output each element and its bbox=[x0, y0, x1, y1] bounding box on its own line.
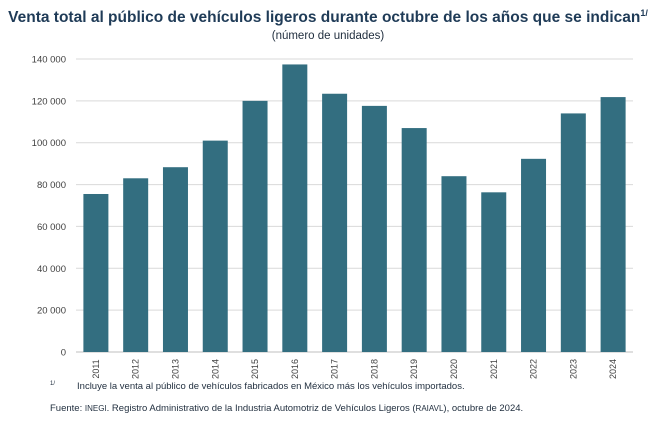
bar bbox=[282, 64, 308, 352]
x-tick-label: 2018 bbox=[369, 359, 379, 379]
bar bbox=[521, 158, 547, 352]
bar bbox=[481, 192, 507, 352]
y-tick-label: 60 000 bbox=[37, 222, 66, 233]
x-tick-label: 2024 bbox=[608, 359, 618, 379]
x-tick-label: 2023 bbox=[568, 359, 578, 379]
bars bbox=[83, 64, 626, 353]
source-text: . Registro Administrativo de la Industri… bbox=[106, 403, 416, 414]
x-tick-label: 2016 bbox=[290, 359, 300, 379]
x-tick-label: 2011 bbox=[91, 359, 101, 378]
source-suffix: ), octubre de 2024. bbox=[443, 403, 524, 414]
x-tick-label: 2021 bbox=[489, 359, 499, 379]
footnote-marker: 1/ bbox=[50, 381, 56, 387]
chart-title: Venta total al público de vehículos lige… bbox=[0, 8, 656, 27]
x-tick-label: 2015 bbox=[250, 359, 260, 379]
x-tick-label: 2022 bbox=[529, 359, 539, 379]
y-tick-label: 20 000 bbox=[37, 306, 66, 317]
bar bbox=[202, 140, 228, 352]
footnote-text: Incluye la venta al público de vehículos… bbox=[77, 381, 465, 392]
y-tick-label: 0 bbox=[61, 348, 66, 359]
x-tick-label: 2020 bbox=[449, 359, 459, 379]
bar bbox=[83, 193, 109, 352]
chart-subtitle: (número de unidades) bbox=[271, 30, 385, 42]
y-tick-label: 140 000 bbox=[32, 55, 66, 66]
source-acronym: RAIAVL bbox=[415, 404, 444, 413]
bar bbox=[441, 176, 467, 352]
chart-title-text: Venta total al público de vehículos lige… bbox=[8, 9, 641, 27]
bar bbox=[123, 178, 149, 352]
x-tick-label: 2017 bbox=[330, 359, 340, 379]
title-note-marker: 1/ bbox=[640, 8, 648, 18]
y-tick-label: 40 000 bbox=[37, 264, 66, 275]
bar bbox=[401, 128, 427, 352]
y-tick-label: 80 000 bbox=[37, 180, 66, 191]
x-tick-label: 2012 bbox=[131, 359, 141, 379]
grid-lines bbox=[76, 58, 633, 353]
source-org: INEGI bbox=[84, 404, 107, 413]
x-axis-labels: 2011 2012 2013 2014 2015 2016 2017 2018 2019 2020… bbox=[91, 359, 618, 379]
bar-chart: 0 20 000 40 000 60 000 80 000 100 000 120 000 1… bbox=[32, 55, 633, 379]
footnote: 1/Incluye la venta al público de vehícul… bbox=[50, 381, 465, 392]
x-tick-label: 2019 bbox=[409, 359, 419, 379]
bar bbox=[242, 100, 268, 352]
bar bbox=[322, 93, 348, 353]
y-tick-label: 100 000 bbox=[32, 138, 66, 149]
bar bbox=[560, 113, 586, 353]
source-note: Fuente: INEGI. Registro Administrativo d… bbox=[50, 403, 523, 414]
bar bbox=[162, 167, 188, 352]
x-tick-label: 2013 bbox=[170, 359, 180, 379]
y-axis-labels: 0 20 000 40 000 60 000 80 000 100 000 120 000 1… bbox=[32, 55, 66, 359]
source-prefix: Fuente: bbox=[50, 403, 85, 414]
x-tick-label: 2014 bbox=[210, 359, 220, 379]
bar bbox=[361, 105, 387, 352]
bar bbox=[600, 97, 626, 352]
y-tick-label: 120 000 bbox=[32, 96, 66, 107]
